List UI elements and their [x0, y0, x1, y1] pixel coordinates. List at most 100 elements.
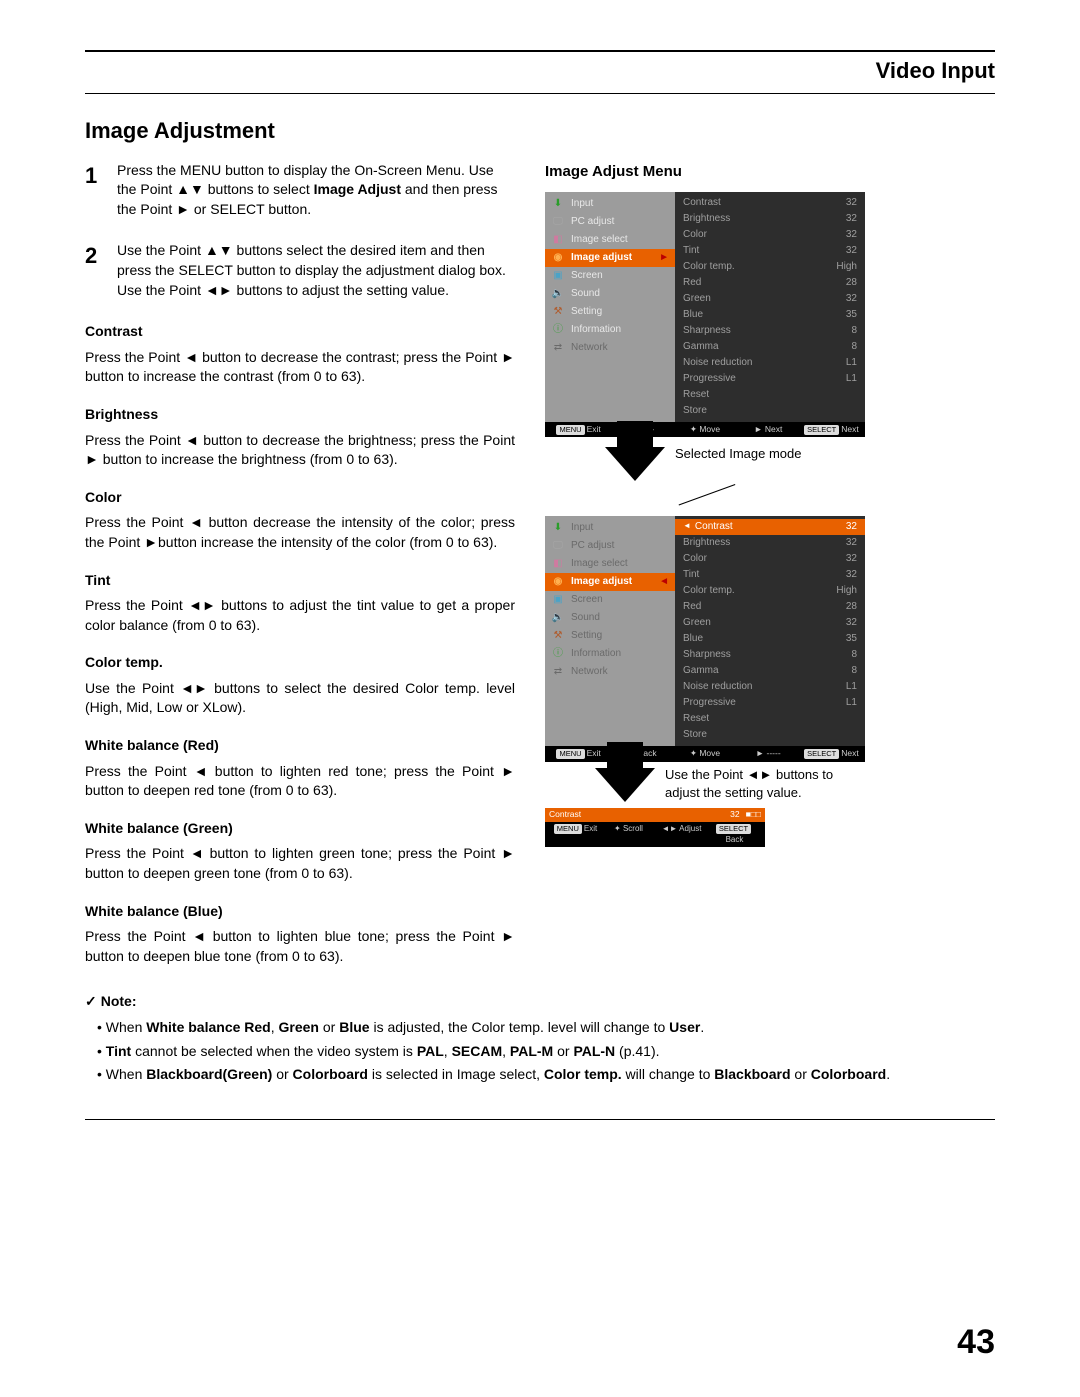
param-heading: Color	[85, 488, 515, 508]
menu-title: Image Adjust Menu	[545, 161, 995, 182]
value-number: 28	[829, 276, 857, 290]
footer-hint: SELECTBack	[708, 823, 761, 846]
value-row: Brightness32	[675, 535, 865, 551]
value-label: Gamma	[683, 664, 829, 678]
step: 2Use the Point ▲▼ buttons select the des…	[85, 241, 515, 300]
note-block: Note: When White balance Red, Green or B…	[85, 992, 995, 1084]
menu-label: Input	[571, 521, 593, 535]
section-header: Video Input	[85, 52, 995, 94]
adjust-bar-value: 32	[730, 809, 739, 821]
value-row: ◄Contrast32	[675, 519, 865, 535]
value-row: Red28	[675, 275, 865, 291]
param-heading: Contrast	[85, 322, 515, 342]
value-label: Contrast	[683, 196, 829, 210]
menu-icon: ⬇	[551, 522, 565, 534]
value-number: 32	[829, 536, 857, 550]
value-number: 32	[829, 228, 857, 242]
value-row: Green32	[675, 291, 865, 307]
value-number: 35	[829, 632, 857, 646]
param-text: Press the Point ◄ button to lighten gree…	[85, 844, 515, 883]
value-label: Store	[683, 404, 829, 418]
value-label: Color temp.	[683, 584, 829, 598]
param-heading: Brightness	[85, 405, 515, 425]
footer-hint: SELECTNext	[802, 424, 861, 436]
menu-label: Information	[571, 647, 621, 661]
value-number: 35	[829, 308, 857, 322]
value-row: Store	[675, 727, 865, 743]
value-row: Color temp.High	[675, 583, 865, 599]
note-item: When White balance Red, Green or Blue is…	[97, 1018, 995, 1038]
menu-item: ⬇ Input	[545, 519, 675, 537]
menu-label: Image select	[571, 233, 628, 247]
value-label: Store	[683, 728, 829, 742]
param-text: Press the Point ◄ button decrease the in…	[85, 513, 515, 552]
menu-icon: ◉	[551, 576, 565, 588]
menu-label: Setting	[571, 629, 602, 643]
value-row: Color temp.High	[675, 259, 865, 275]
menu-item: 🖵PC adjust	[545, 537, 675, 555]
value-number: 32	[829, 244, 857, 258]
menu-item: ◉Image adjust►	[545, 249, 675, 267]
value-row: Reset	[675, 711, 865, 727]
menu-label: Image adjust	[571, 575, 632, 589]
value-label: Tint	[683, 244, 829, 258]
value-label: Green	[683, 292, 829, 306]
menu-item: ⇄Network	[545, 663, 675, 681]
value-label: Noise reduction	[683, 680, 829, 694]
menu-icon: ⇄	[551, 342, 565, 354]
value-number	[829, 388, 857, 402]
param-heading: Color temp.	[85, 653, 515, 673]
menu-label: PC adjust	[571, 215, 614, 229]
value-label: Blue	[683, 308, 829, 322]
value-row: Blue35	[675, 631, 865, 647]
menu-item: 🔈Sound	[545, 609, 675, 627]
footer-hint: MENUExit	[549, 424, 608, 436]
value-number: 32	[829, 568, 857, 582]
adjust-bar-footer: MENUExit✦ Scroll◄► AdjustSELECTBack	[545, 822, 765, 847]
osd-panel-1: ⬇Input🖵PC adjust◧Image select◉Image adju…	[545, 192, 865, 422]
footer-hint: MENUExit	[549, 748, 608, 760]
value-label: Brightness	[683, 212, 829, 226]
value-label: Color	[683, 228, 829, 242]
menu-item: ◉ Image adjust ◄	[545, 573, 675, 591]
value-label: Sharpness	[683, 648, 829, 662]
menu-icon: ▣	[551, 594, 565, 606]
menu-label: Sound	[571, 287, 600, 301]
footer-hint: ► Next	[739, 424, 798, 436]
menu-item: 🔈Sound	[545, 285, 675, 303]
menu-item: ⚒ Setting	[545, 303, 675, 321]
menu-label: Network	[571, 341, 608, 355]
menu-icon: ⚒	[551, 306, 565, 318]
step-text: Use the Point ▲▼ buttons select the desi…	[117, 241, 515, 300]
param-text: Press the Point ◄ button to lighten red …	[85, 762, 515, 801]
menu-icon: ⬇	[551, 198, 565, 210]
value-label: Green	[683, 616, 829, 630]
value-row: Reset	[675, 387, 865, 403]
menu-label: Screen	[571, 593, 603, 607]
menu-label: Information	[571, 323, 621, 337]
value-label: Blue	[683, 632, 829, 646]
value-row: Tint32	[675, 243, 865, 259]
value-number: 32	[829, 196, 857, 210]
menu-label: Sound	[571, 611, 600, 625]
value-row: Store	[675, 403, 865, 419]
param-heading: Tint	[85, 571, 515, 591]
value-number: High	[829, 260, 857, 274]
step-text: Press the MENU button to display the On-…	[117, 161, 515, 220]
left-column: 1Press the MENU button to display the On…	[85, 161, 515, 967]
value-number	[829, 404, 857, 418]
menu-icon: ◧	[551, 558, 565, 570]
chevron-right-icon: ◄	[659, 575, 669, 589]
param-text: Press the Point ◄ button to decrease the…	[85, 348, 515, 387]
value-row: Green32	[675, 615, 865, 631]
value-label: Color	[683, 552, 829, 566]
note-item: Tint cannot be selected when the video s…	[97, 1042, 995, 1062]
value-label: Noise reduction	[683, 356, 829, 370]
menu-label: Setting	[571, 305, 602, 319]
value-number: 8	[829, 648, 857, 662]
menu-icon: ⇄	[551, 666, 565, 678]
value-row: Noise reductionL1	[675, 679, 865, 695]
page-heading: Image Adjustment	[85, 116, 995, 147]
value-number: 32	[829, 520, 857, 534]
menu-item: ▣Screen	[545, 267, 675, 285]
